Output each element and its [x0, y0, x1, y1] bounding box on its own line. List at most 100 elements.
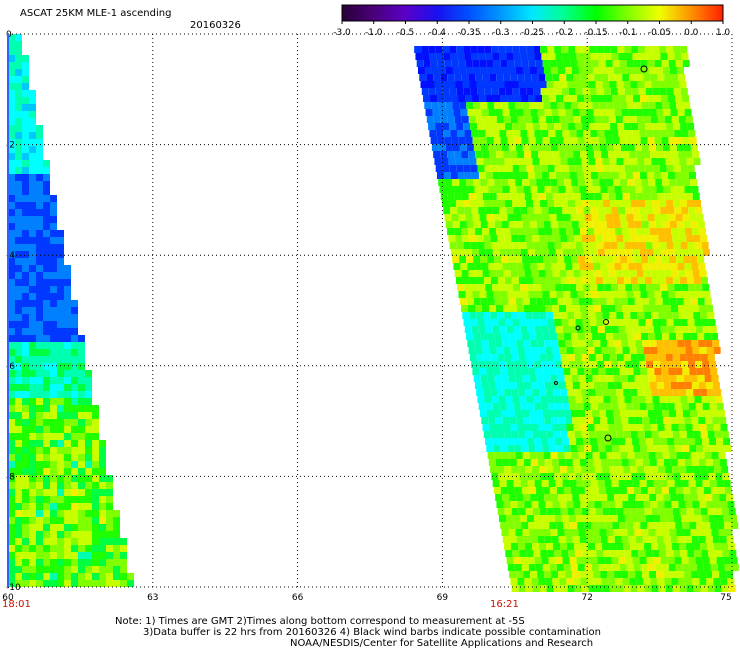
data-cell [513, 438, 521, 445]
data-cell [29, 566, 36, 573]
data-cell [615, 151, 623, 158]
data-cell [43, 531, 50, 538]
data-cell [501, 256, 509, 263]
data-cell [536, 333, 544, 340]
data-cell [638, 319, 646, 326]
data-cell [43, 552, 50, 559]
data-cell [592, 298, 600, 305]
data-cell [71, 468, 78, 475]
data-cell [8, 398, 15, 405]
data-cell [50, 279, 57, 286]
data-cell [723, 480, 731, 487]
data-cell [696, 564, 704, 571]
data-cell [628, 340, 636, 347]
data-cell [691, 459, 699, 466]
data-cell [595, 389, 603, 396]
data-cell [29, 181, 36, 188]
data-cell [559, 501, 567, 508]
data-cell [611, 438, 619, 445]
data-cell [532, 235, 540, 242]
data-cell [29, 412, 36, 419]
data-cell [557, 452, 565, 459]
data-cell [707, 543, 715, 550]
data-cell [684, 382, 692, 389]
data-cell [15, 419, 22, 426]
data-cell [22, 356, 29, 363]
data-cell [495, 340, 503, 347]
data-cell [475, 228, 483, 235]
data-cell [600, 186, 608, 193]
data-cell [635, 263, 643, 270]
data-cell [50, 475, 57, 482]
data-cell [71, 496, 78, 503]
data-cell [448, 81, 456, 88]
data-cell [106, 531, 113, 538]
data-cell [702, 249, 710, 256]
data-cell [507, 564, 515, 571]
data-cell [590, 284, 598, 291]
data-cell [680, 200, 688, 207]
data-cell [563, 291, 571, 298]
data-cell [590, 53, 598, 60]
data-cell [22, 580, 29, 587]
data-cell [635, 382, 643, 389]
data-cell [434, 81, 442, 88]
data-cell [642, 459, 650, 466]
data-cell [43, 391, 50, 398]
data-cell [64, 405, 71, 412]
data-cell [613, 144, 621, 151]
data-cell [588, 389, 596, 396]
data-cell [504, 158, 512, 165]
data-cell [678, 228, 686, 235]
data-cell [542, 214, 550, 221]
data-cell [43, 559, 50, 566]
data-cell [29, 300, 36, 307]
data-cell [493, 95, 501, 102]
data-cell [472, 137, 480, 144]
data-cell [707, 389, 715, 396]
data-cell [593, 459, 601, 466]
data-cell [649, 459, 657, 466]
data-cell [549, 95, 557, 102]
data-cell [553, 277, 561, 284]
data-cell [668, 522, 676, 529]
data-cell [457, 207, 465, 214]
data-cell [639, 207, 647, 214]
data-cell [707, 431, 715, 438]
data-cell [546, 354, 554, 361]
data-cell [581, 543, 589, 550]
data-cell [428, 88, 436, 95]
data-cell [496, 305, 504, 312]
data-cell [484, 200, 492, 207]
data-cell [485, 53, 493, 60]
data-cell [15, 349, 22, 356]
data-cell [511, 543, 519, 550]
data-cell [71, 426, 78, 433]
data-cell [429, 130, 437, 137]
data-cell [573, 424, 581, 431]
data-cell [554, 319, 562, 326]
data-cell [43, 335, 50, 342]
data-cell [428, 123, 436, 130]
data-cell [518, 158, 526, 165]
data-cell [705, 382, 713, 389]
data-cell [649, 417, 657, 424]
data-cell [618, 130, 626, 137]
data-cell [640, 291, 648, 298]
data-cell [57, 384, 64, 391]
data-cell [553, 354, 561, 361]
data-cell [520, 172, 528, 179]
data-cell [479, 60, 487, 67]
data-cell [683, 298, 691, 305]
data-cell [645, 242, 653, 249]
data-cell [482, 270, 490, 277]
data-cell [557, 529, 565, 536]
data-cell [681, 557, 689, 564]
data-cell [537, 382, 545, 389]
data-cell [670, 382, 678, 389]
data-cell [694, 515, 702, 522]
data-cell [78, 468, 85, 475]
data-cell [614, 459, 622, 466]
data-cell [622, 305, 630, 312]
data-cell [487, 179, 495, 186]
